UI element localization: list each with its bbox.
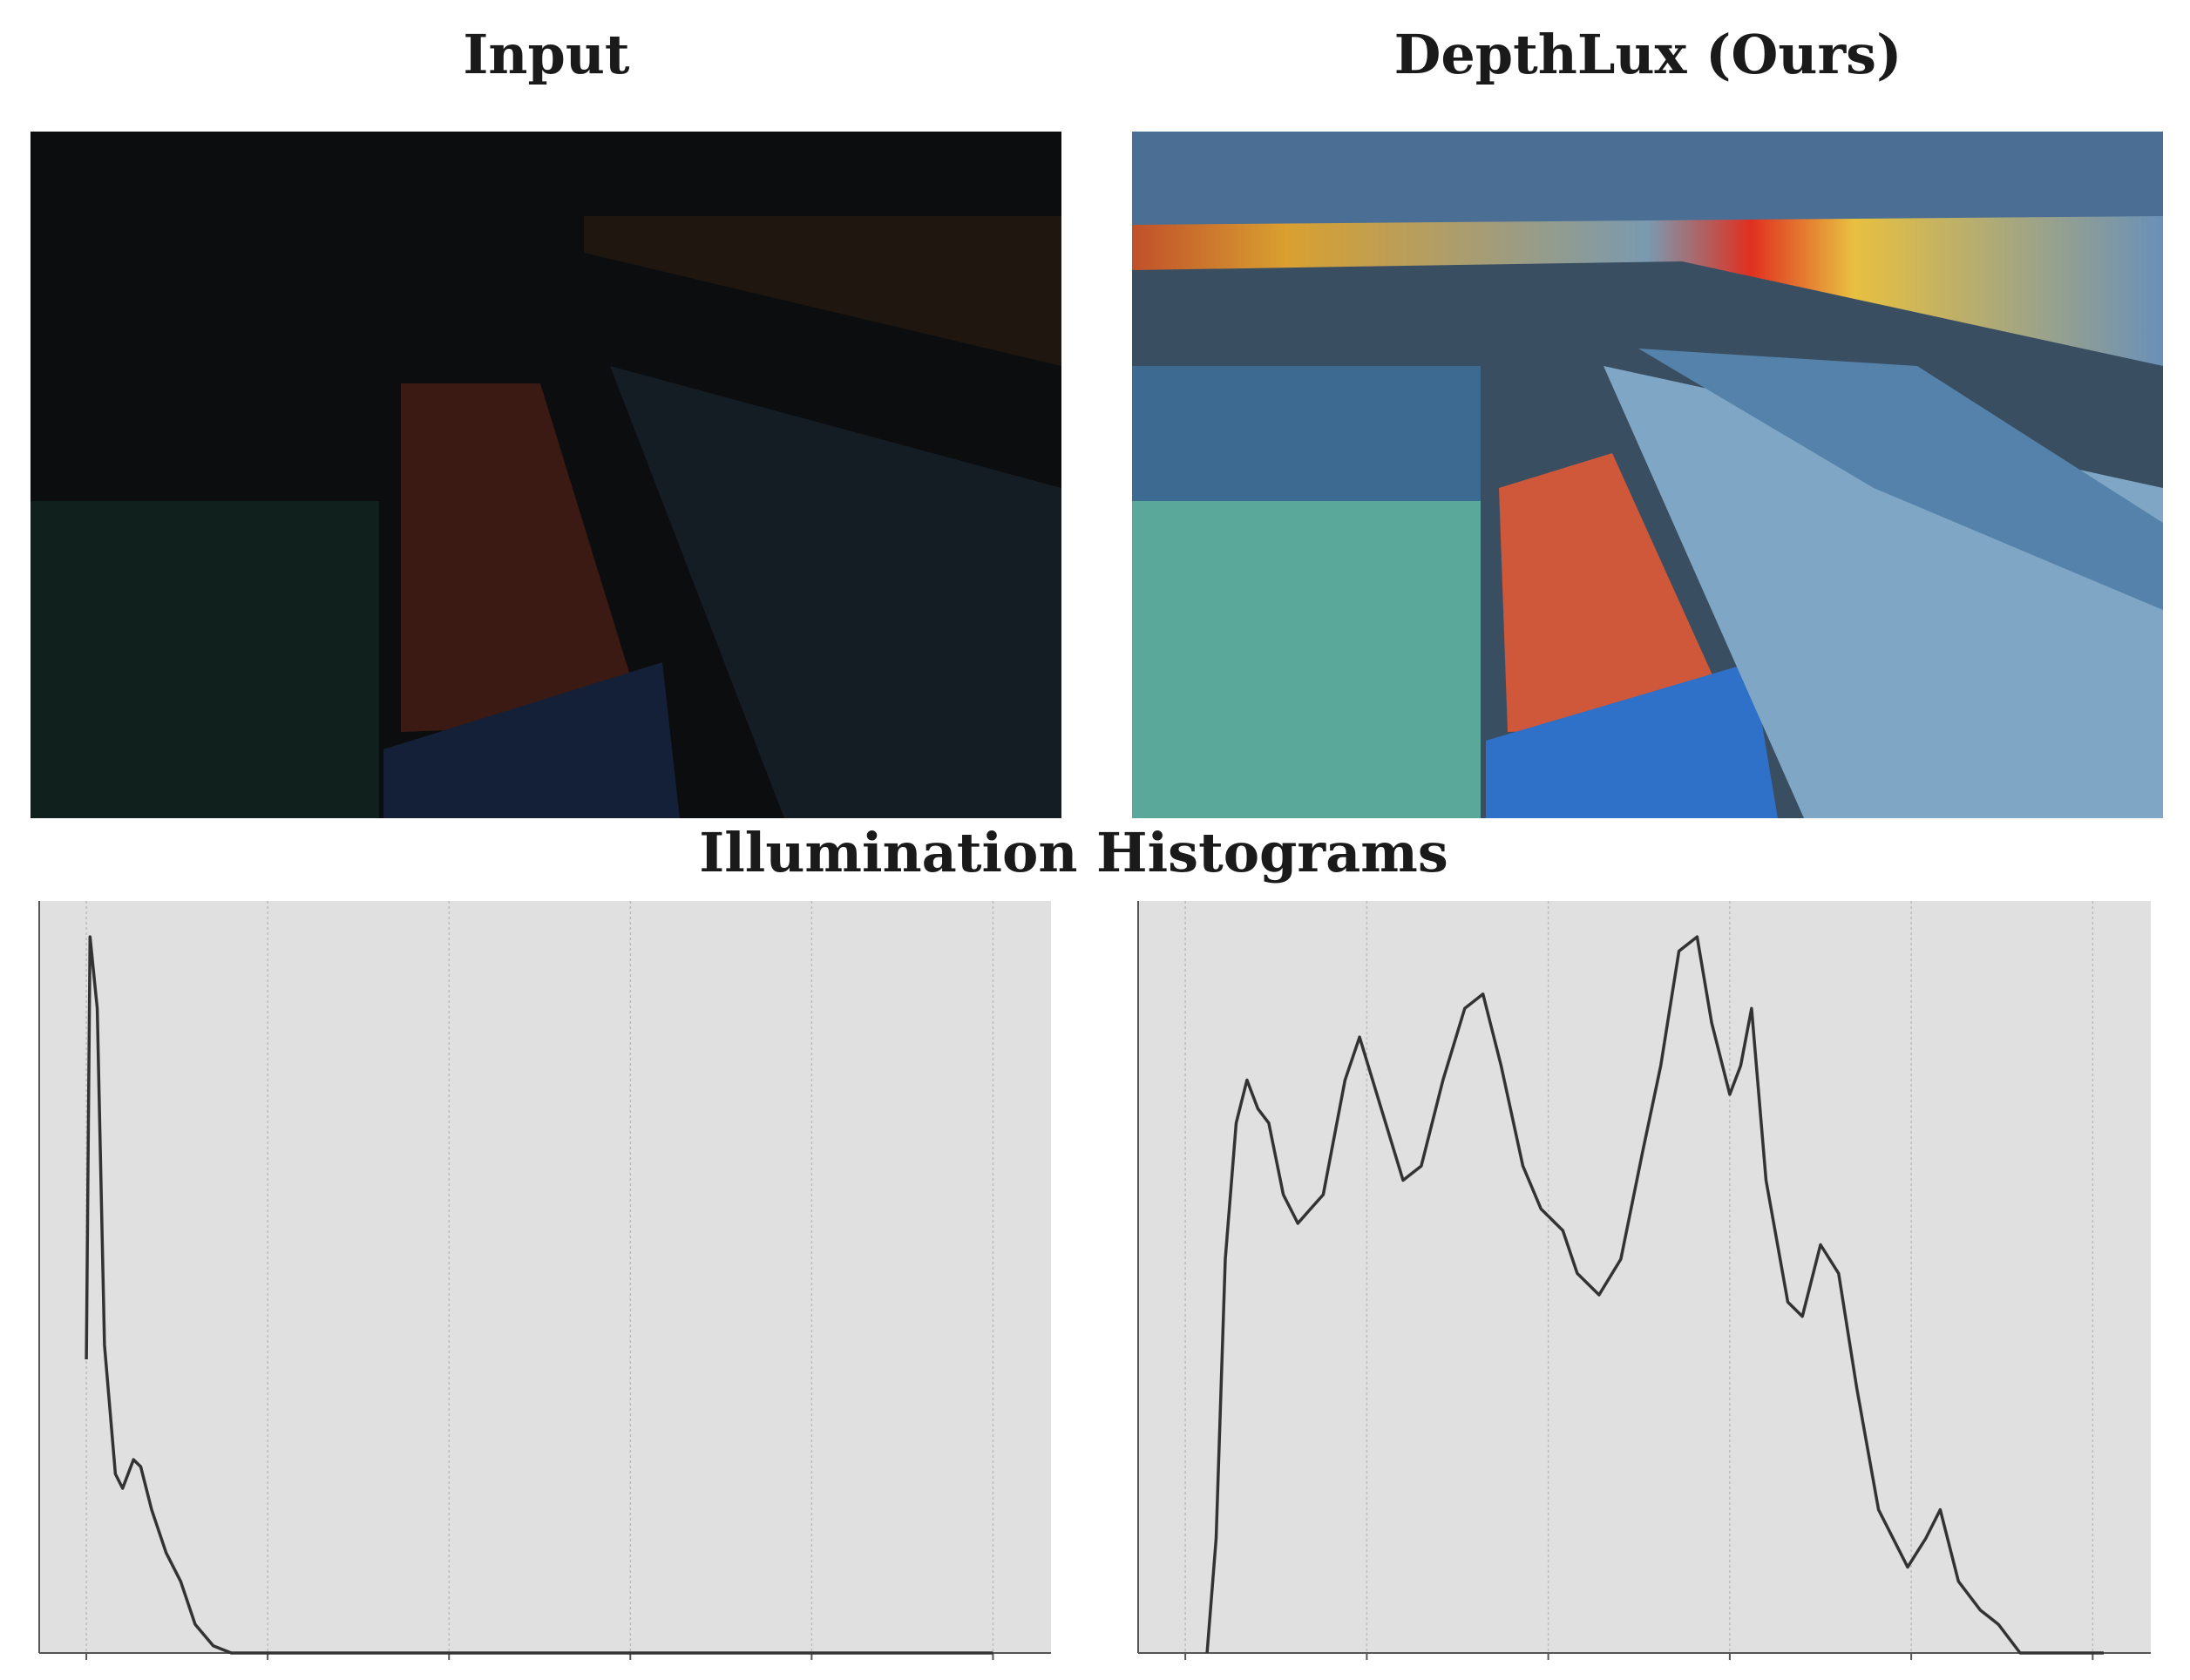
plot-area <box>39 901 1051 1653</box>
histogram-line <box>1205 935 2104 1655</box>
plot-area <box>1138 901 2151 1653</box>
histogram-line <box>85 935 993 1655</box>
input-image <box>31 132 1061 818</box>
panel-title: Input <box>463 23 630 86</box>
enhanced-image <box>1132 132 2163 818</box>
section-title: Illumination Histograms <box>699 821 1448 884</box>
panel-title: DepthLux (Ours) <box>1394 23 1902 86</box>
